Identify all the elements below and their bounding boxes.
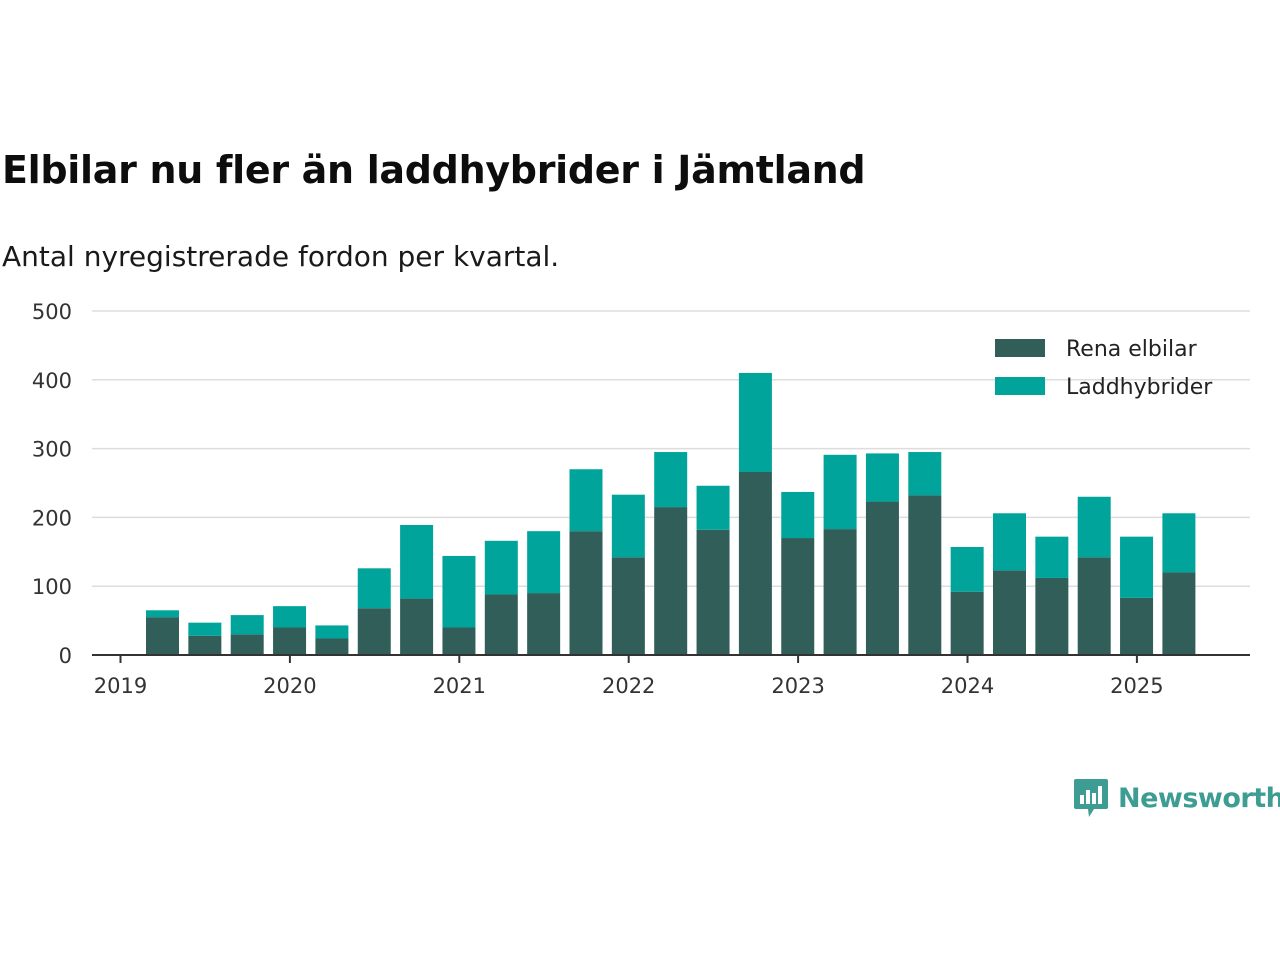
bar-laddhybrider xyxy=(993,513,1026,571)
bar-laddhybrider xyxy=(146,610,179,618)
bar-rena-elbilar xyxy=(230,634,264,655)
x-tick-label: 2022 xyxy=(602,674,655,698)
x-tick-label: 2019 xyxy=(94,674,147,698)
bar-laddhybrider xyxy=(400,524,434,599)
x-tick-label: 2025 xyxy=(1110,674,1163,698)
bar-laddhybrider xyxy=(357,568,391,609)
bar-laddhybrider xyxy=(188,622,222,636)
chart-subtitle: Antal nyregistrerade fordon per kvartal. xyxy=(2,240,560,273)
legend-label: Laddhybrider xyxy=(1066,375,1213,400)
chart-title: Elbilar nu fler än laddhybrider i Jämtla… xyxy=(2,148,866,192)
bar-laddhybrider xyxy=(569,469,603,532)
bar-rena-elbilar xyxy=(993,570,1026,655)
bar-laddhybrider xyxy=(484,540,518,595)
bar-laddhybrider xyxy=(696,485,730,530)
bar-laddhybrider xyxy=(442,555,476,628)
bar-laddhybrider xyxy=(908,452,942,496)
x-tick-label: 2023 xyxy=(771,674,824,698)
bar-rena-elbilar xyxy=(400,598,434,655)
y-axis: 0 100 200 300 400 500 xyxy=(32,300,72,668)
bar-rena-elbilar xyxy=(738,471,772,655)
bar-rena-elbilar xyxy=(442,627,476,655)
legend-label: Rena elbilar xyxy=(1066,337,1198,362)
x-tick-label: 2020 xyxy=(263,674,316,698)
bar-rena-elbilar xyxy=(781,538,815,655)
bar-laddhybrider xyxy=(230,615,264,635)
newsworthy-logo-icon xyxy=(1074,779,1108,817)
bars xyxy=(146,372,1196,655)
bar-rena-elbilar xyxy=(527,593,561,655)
bar-rena-elbilar xyxy=(146,617,179,655)
bar-rena-elbilar xyxy=(315,638,349,655)
brand-name: Newsworthy xyxy=(1118,782,1280,814)
legend: Rena elbilar Laddhybrider xyxy=(995,337,1213,400)
bar-laddhybrider xyxy=(1162,513,1196,573)
bar-laddhybrider xyxy=(1077,496,1111,558)
bar-rena-elbilar xyxy=(908,495,942,655)
bar-laddhybrider xyxy=(273,606,307,628)
bar-laddhybrider xyxy=(781,491,815,539)
bar-rena-elbilar xyxy=(1162,572,1196,655)
bar-rena-elbilar xyxy=(950,591,984,655)
bar-laddhybrider xyxy=(1035,536,1069,578)
bar-laddhybrider xyxy=(611,494,645,558)
bar-rena-elbilar xyxy=(654,507,688,655)
bar-rena-elbilar xyxy=(1077,557,1111,655)
bar-laddhybrider xyxy=(527,531,561,594)
bar-rena-elbilar xyxy=(1120,597,1154,655)
bar-rena-elbilar xyxy=(188,635,222,655)
bar-rena-elbilar xyxy=(357,608,391,655)
y-tick-label: 0 xyxy=(59,644,72,668)
legend-swatch xyxy=(995,377,1045,395)
bar-laddhybrider xyxy=(315,625,349,639)
bar-rena-elbilar xyxy=(273,627,307,655)
bar-laddhybrider xyxy=(1120,536,1154,598)
brand-logo: Newsworthy xyxy=(1072,776,1280,820)
bar-laddhybrider xyxy=(823,454,857,530)
bar-rena-elbilar xyxy=(696,529,730,655)
bar-laddhybrider xyxy=(738,372,772,472)
legend-swatch xyxy=(995,339,1045,357)
bar-laddhybrider xyxy=(950,546,984,592)
bar-rena-elbilar xyxy=(484,594,518,655)
bar-rena-elbilar xyxy=(569,531,603,655)
bar-rena-elbilar xyxy=(865,501,899,655)
bar-rena-elbilar xyxy=(823,529,857,655)
y-tick-label: 400 xyxy=(32,369,72,393)
x-tick-label: 2021 xyxy=(433,674,486,698)
bar-laddhybrider xyxy=(865,453,899,502)
x-axis: 2019 2020 2021 2022 2023 2024 2025 xyxy=(92,654,1250,698)
bar-laddhybrider xyxy=(654,452,688,508)
bar-rena-elbilar xyxy=(611,557,645,655)
y-tick-label: 100 xyxy=(32,575,72,599)
y-tick-label: 200 xyxy=(32,506,72,530)
y-tick-label: 300 xyxy=(32,438,72,462)
bar-rena-elbilar xyxy=(1035,577,1069,655)
y-tick-label: 500 xyxy=(32,300,72,324)
x-tick-label: 2024 xyxy=(941,674,994,698)
